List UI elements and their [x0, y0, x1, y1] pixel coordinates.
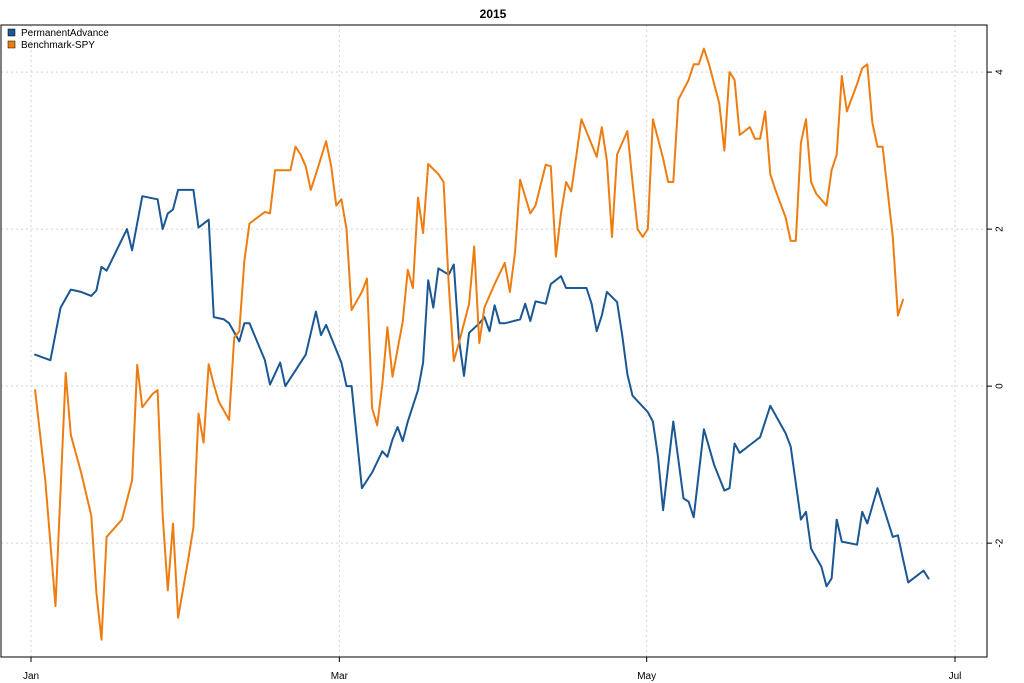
grid: [1, 25, 987, 657]
axes: Jan Mar May Jul -2 0 2 4: [23, 69, 1006, 682]
plot-frame: [0, 24, 988, 658]
y-tick-label: 4: [995, 69, 1006, 75]
legend-swatch: [7, 28, 16, 37]
legend-label: Benchmark-SPY: [21, 40, 95, 51]
series-lines: [34, 47, 930, 641]
y-tick-label: -2: [995, 538, 1006, 547]
legend-label: PermanentAdvance: [21, 28, 109, 39]
chart-title: 2015: [480, 7, 507, 21]
x-tick-label: Mar: [331, 671, 349, 682]
legend-swatch: [7, 40, 16, 49]
y-tick-label: 2: [995, 226, 1006, 232]
series-line-1: [34, 47, 904, 641]
x-tick-label: Jan: [23, 671, 39, 682]
x-tick-label: Jul: [949, 671, 962, 682]
series-line-0: [34, 188, 930, 588]
x-tick-label: May: [637, 671, 656, 682]
y-tick-label: 0: [995, 383, 1006, 389]
